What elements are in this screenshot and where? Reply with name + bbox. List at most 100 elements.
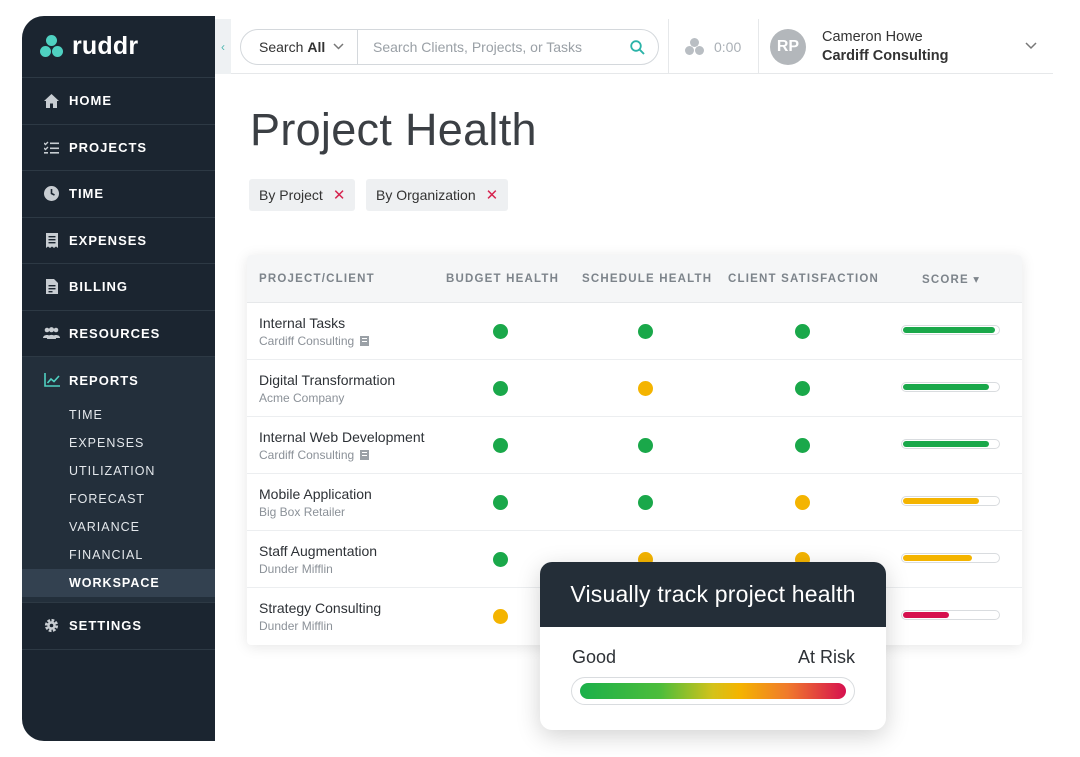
search-scope-select[interactable]: Search All bbox=[241, 30, 358, 64]
table-row[interactable]: Staff Augmentation Dunder Mifflin bbox=[247, 531, 1022, 588]
legend-gradient-fill bbox=[580, 683, 846, 699]
nav-billing[interactable]: BILLING bbox=[22, 264, 215, 311]
logo[interactable]: ruddr bbox=[22, 16, 215, 78]
reports-expenses[interactable]: EXPENSES bbox=[69, 436, 145, 450]
nav-label: TIME bbox=[69, 186, 105, 202]
score-bar-fill bbox=[903, 384, 989, 390]
nav-expenses[interactable]: EXPENSES bbox=[22, 218, 215, 264]
table-row[interactable]: Digital Transformation Acme Company bbox=[247, 360, 1022, 417]
filter-by-organization[interactable]: By Organization ✕ bbox=[366, 179, 509, 211]
header-project-client[interactable]: PROJECT/CLIENT bbox=[259, 272, 375, 285]
chevron-down-icon bbox=[333, 42, 344, 53]
table-row[interactable]: Internal Tasks Cardiff Consulting bbox=[247, 303, 1022, 360]
project-name[interactable]: Internal Tasks bbox=[259, 314, 346, 331]
schedule-status-dot bbox=[638, 438, 653, 453]
project-client-cell: Digital Transformation Acme Company bbox=[259, 372, 395, 405]
search-input[interactable] bbox=[358, 39, 622, 55]
gear-icon bbox=[43, 617, 60, 634]
nav-reports[interactable]: REPORTS bbox=[22, 357, 215, 401]
nav-home[interactable]: HOME bbox=[22, 78, 215, 125]
project-client-cell: Internal Web Development Cardiff Consulti… bbox=[259, 429, 425, 462]
nav-label: SETTINGS bbox=[69, 618, 143, 634]
satisfaction-status-dot bbox=[795, 324, 810, 339]
score-bar-fill bbox=[903, 612, 949, 618]
nav-settings[interactable]: SETTINGS bbox=[22, 603, 215, 650]
score-bar-fill bbox=[903, 555, 973, 561]
reports-utilization[interactable]: UTILIZATION bbox=[69, 464, 156, 478]
nav-label: HOME bbox=[69, 93, 112, 109]
close-icon[interactable]: ✕ bbox=[485, 187, 499, 204]
chevron-down-icon bbox=[1025, 41, 1037, 53]
search-scope-value: All bbox=[307, 39, 326, 55]
score-bar bbox=[901, 553, 1000, 563]
table-header: PROJECT/CLIENT BUDGET HEALTH SCHEDULE HE… bbox=[247, 255, 1022, 303]
satisfaction-status-dot bbox=[795, 438, 810, 453]
table-row[interactable]: Internal Web Development Cardiff Consulti… bbox=[247, 417, 1022, 474]
client-name-text: Cardiff Consulting bbox=[259, 333, 355, 348]
header-score[interactable]: SCORE ▾ bbox=[922, 273, 981, 286]
timer-button[interactable]: 0:00 bbox=[668, 19, 759, 74]
header-schedule-health[interactable]: SCHEDULE HEALTH bbox=[582, 272, 713, 285]
budget-status-dot bbox=[493, 552, 508, 567]
reports-variance[interactable]: VARIANCE bbox=[69, 520, 140, 534]
project-name[interactable]: Digital Transformation bbox=[259, 371, 396, 388]
project-name[interactable]: Strategy Consulting bbox=[259, 600, 382, 616]
client-name-text: Dunder Mifflin bbox=[259, 561, 333, 576]
satisfaction-status-dot bbox=[795, 495, 810, 510]
schedule-status-dot bbox=[638, 324, 653, 339]
project-name[interactable]: Internal Web Development bbox=[259, 428, 425, 445]
reports-financial[interactable]: FINANCIAL bbox=[69, 548, 144, 562]
score-bar bbox=[901, 610, 1000, 620]
client-name-text: Dunder Mifflin bbox=[259, 619, 333, 633]
avatar: RP bbox=[770, 28, 806, 65]
reports-time[interactable]: TIME bbox=[69, 408, 103, 422]
header-budget-health[interactable]: BUDGET HEALTH bbox=[446, 272, 560, 285]
nav-label: RESOURCES bbox=[69, 325, 161, 341]
client-name-text: Big Box Retailer bbox=[259, 504, 346, 519]
user-menu[interactable]: RP Cameron Howe Cardiff Consulting bbox=[770, 19, 1053, 74]
people-icon bbox=[43, 325, 60, 342]
filter-by-project[interactable]: By Project ✕ bbox=[249, 179, 356, 211]
timer-icon bbox=[685, 37, 705, 56]
table-row[interactable]: Strategy Consulting Dunder Mifflin bbox=[247, 588, 1022, 645]
header-client-satisfaction[interactable]: CLIENT SATISFACTION bbox=[728, 272, 880, 285]
client-name: Dunder Mifflin bbox=[259, 562, 377, 576]
checklist-icon bbox=[43, 139, 60, 156]
schedule-status-dot bbox=[638, 381, 653, 396]
client-name: Acme Company bbox=[259, 391, 395, 405]
nav-projects[interactable]: PROJECTS bbox=[22, 125, 215, 171]
ruddr-logo-icon bbox=[38, 33, 66, 61]
satisfaction-status-dot bbox=[795, 381, 810, 396]
legend-risk-label: At Risk bbox=[797, 647, 855, 667]
score-bar bbox=[901, 325, 1000, 335]
client-name: Cardiff Consulting bbox=[259, 448, 425, 462]
score-bar bbox=[901, 439, 1000, 449]
timer-value: 0:00 bbox=[714, 38, 742, 55]
close-icon[interactable]: ✕ bbox=[332, 187, 346, 204]
budget-status-dot bbox=[493, 495, 508, 510]
chart-line-icon bbox=[43, 372, 60, 389]
project-name[interactable]: Mobile Application bbox=[259, 485, 372, 502]
client-name: Dunder Mifflin bbox=[259, 619, 381, 633]
score-bar bbox=[901, 496, 1000, 506]
project-name[interactable]: Staff Augmentation bbox=[259, 542, 378, 559]
nav-time[interactable]: TIME bbox=[22, 171, 215, 218]
building-icon bbox=[360, 335, 370, 346]
table-row[interactable]: Mobile Application Big Box Retailer bbox=[247, 474, 1022, 531]
score-bar-fill bbox=[903, 498, 979, 504]
sidebar: ruddr HOME PROJECTS TIME EXPENSES BILLIN… bbox=[22, 16, 215, 741]
budget-status-dot bbox=[493, 381, 508, 396]
page-title: Project Health bbox=[250, 104, 537, 155]
reports-forecast[interactable]: FORECAST bbox=[69, 492, 146, 506]
table-body: Internal Tasks Cardiff Consulting Digital … bbox=[247, 303, 1022, 645]
nav-resources[interactable]: RESOURCES bbox=[22, 311, 215, 357]
search-icon[interactable] bbox=[622, 39, 652, 55]
nav-label: EXPENSES bbox=[69, 232, 148, 248]
legend-title: Visually track project health bbox=[540, 562, 886, 627]
receipt-icon bbox=[43, 232, 60, 249]
reports-workspace[interactable]: WORKSPACE bbox=[22, 569, 215, 597]
sidebar-collapse-button[interactable]: ‹ bbox=[215, 19, 231, 74]
filter-label: By Project bbox=[259, 187, 323, 203]
score-bar-fill bbox=[903, 327, 996, 333]
schedule-status-dot bbox=[638, 495, 653, 510]
